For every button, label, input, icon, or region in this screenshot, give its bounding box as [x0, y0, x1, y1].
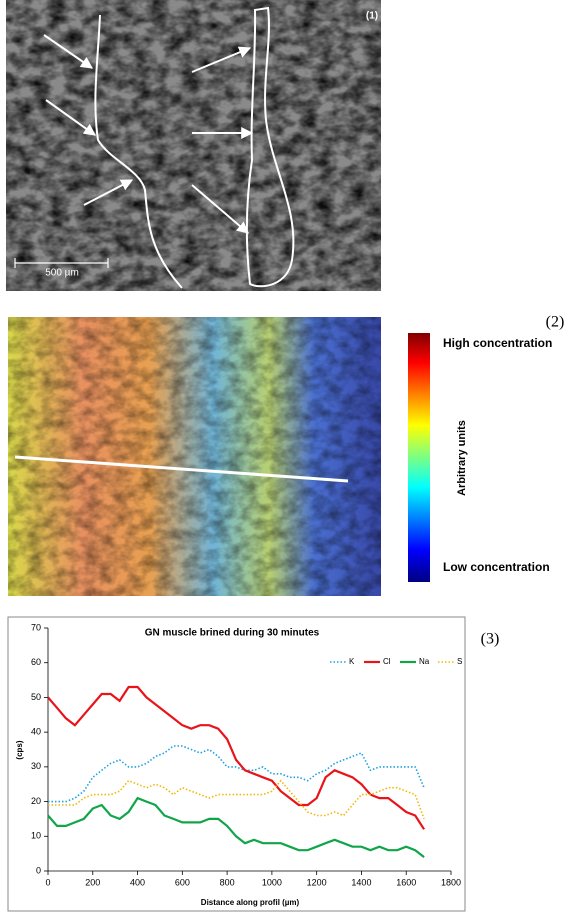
- sem-texture: [6, 0, 381, 291]
- x-tick-label: 1800: [441, 877, 461, 887]
- x-tick-label: 1000: [262, 877, 282, 887]
- x-tick-label: 0: [45, 877, 50, 887]
- y-tick-label: 60: [31, 657, 41, 667]
- panel-label: (2): [546, 314, 565, 331]
- y-tick-label: 20: [31, 796, 41, 806]
- colorbar-title: Arbitrary units: [456, 420, 468, 496]
- y-tick-label: 70: [31, 622, 41, 632]
- legend-label: S: [457, 657, 462, 666]
- x-tick-label: 1200: [307, 877, 327, 887]
- y-tick-label: 40: [31, 727, 41, 737]
- x-tick-label: 1400: [351, 877, 371, 887]
- x-axis-label: Distance along profil (µm): [201, 898, 300, 907]
- panel-label: (3): [481, 631, 500, 648]
- y-tick-label: 50: [31, 692, 41, 702]
- legend-label: K: [349, 657, 355, 666]
- colorbar-low: Low concentration: [443, 560, 550, 574]
- y-tick-label: 10: [31, 831, 41, 841]
- legend-label: Cl: [383, 657, 391, 666]
- colorbar: [408, 333, 430, 582]
- chart-title: GN muscle brined during 30 minutes: [145, 628, 320, 639]
- legend-label: Na: [419, 657, 430, 666]
- x-tick-label: 1600: [396, 877, 416, 887]
- x-tick-label: 200: [85, 877, 100, 887]
- x-tick-label: 800: [220, 877, 235, 887]
- figure: (1) 500 µm (2) High concentration Arbitr…: [0, 0, 588, 912]
- colorbar-high: High concentration: [443, 336, 552, 350]
- y-tick-label: 0: [36, 865, 41, 875]
- scale-label: 500 µm: [45, 268, 79, 279]
- page: {"figure": {"panel1_label": "(1)", "scal…: [0, 0, 588, 912]
- heatmap-texture: [8, 317, 381, 596]
- panel-label: (1): [366, 11, 378, 22]
- y-axis-label: (cps): [15, 740, 24, 759]
- y-tick-label: 30: [31, 761, 41, 771]
- x-tick-label: 400: [130, 877, 145, 887]
- x-tick-label: 600: [175, 877, 190, 887]
- chart-frame: [8, 617, 465, 911]
